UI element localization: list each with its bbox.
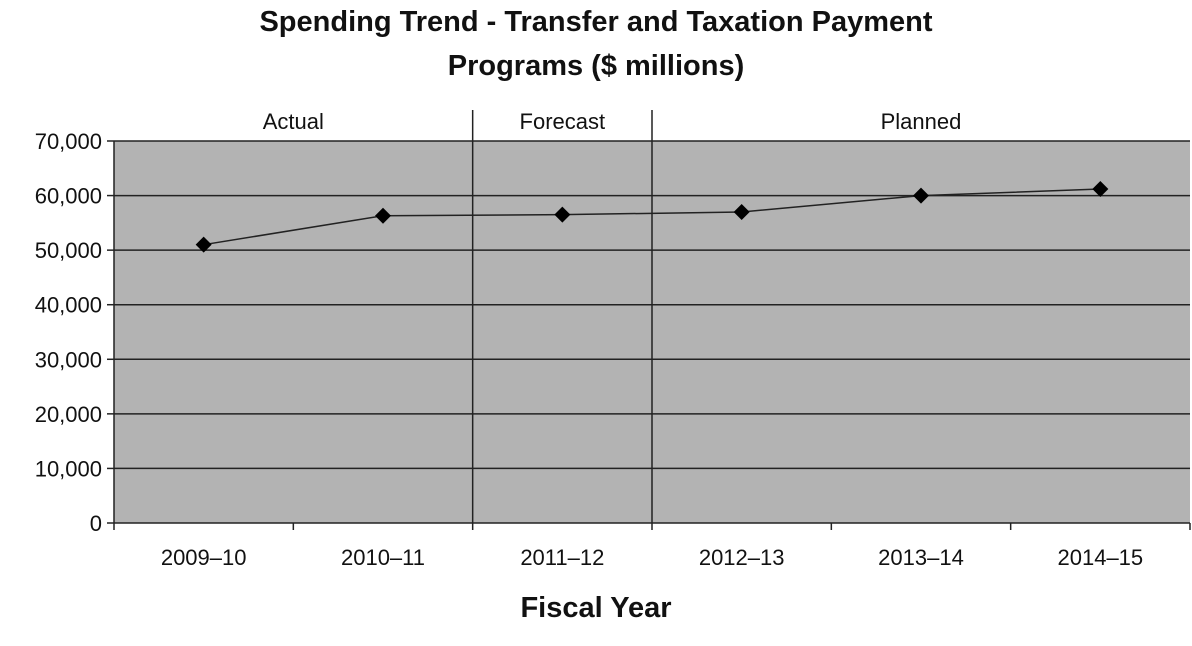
data-point-marker — [195, 236, 212, 253]
data-point-marker — [913, 187, 929, 204]
data-point-marker — [375, 207, 391, 224]
y-tick-label: 40,000 — [35, 293, 102, 318]
x-tick-label: 2013–14 — [878, 545, 964, 570]
y-tick-label: 0 — [90, 511, 102, 536]
x-tick-label: 2009–10 — [161, 545, 247, 570]
data-point-marker — [733, 203, 750, 220]
y-tick-label: 50,000 — [35, 238, 102, 263]
x-tick-label: 2014–15 — [1058, 545, 1144, 570]
y-tick-label: 20,000 — [35, 402, 102, 427]
x-tick-label: 2012–13 — [699, 545, 785, 570]
x-tick-label: 2010–11 — [341, 545, 425, 570]
period-label: Forecast — [520, 109, 606, 134]
period-label: Actual — [263, 109, 324, 134]
y-tick-label: 60,000 — [35, 184, 102, 209]
y-tick-label: 30,000 — [35, 347, 102, 372]
y-tick-label: 70,000 — [35, 129, 102, 154]
x-axis-title: Fiscal Year — [520, 592, 672, 624]
period-label: Planned — [881, 109, 962, 134]
chart-title-line-1: Spending Trend - Transfer and Taxation P… — [259, 6, 933, 38]
chart-title-line-2: Programs ($ millions) — [447, 50, 745, 82]
x-tick-label: 2011–12 — [520, 545, 604, 570]
y-tick-label: 10,000 — [35, 456, 102, 481]
data-point-marker — [554, 206, 571, 223]
data-point-marker — [1092, 181, 1109, 198]
series-line — [203, 188, 1101, 246]
